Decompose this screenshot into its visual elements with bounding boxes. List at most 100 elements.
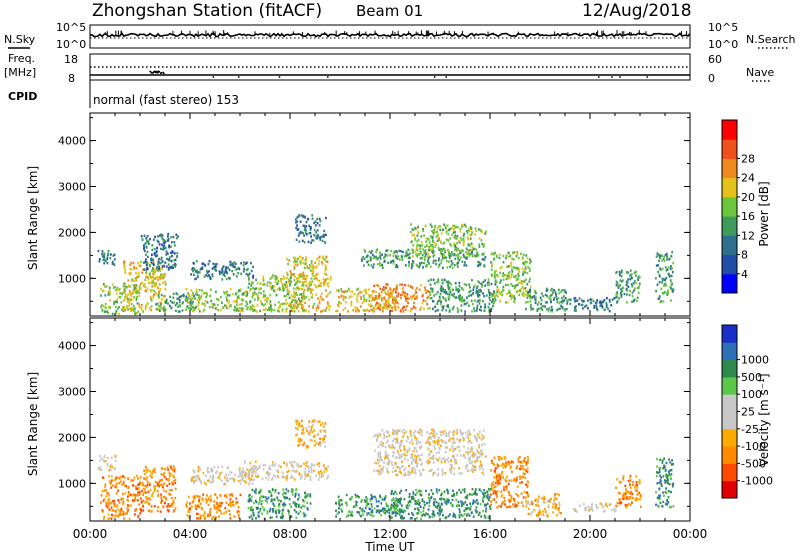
data-cell <box>316 217 318 221</box>
data-cell <box>406 301 409 304</box>
data-cell <box>427 437 430 441</box>
data-cell <box>142 493 144 496</box>
data-cell <box>550 305 553 309</box>
data-cell <box>173 241 176 244</box>
data-cell <box>483 443 486 446</box>
data-cell <box>437 246 440 250</box>
data-cell <box>240 303 243 306</box>
data-cell <box>375 283 378 287</box>
data-cell <box>412 251 414 254</box>
data-cell <box>375 303 377 306</box>
data-cell <box>302 309 304 312</box>
data-cell <box>221 471 223 474</box>
data-cell <box>237 294 240 298</box>
data-cell <box>482 437 485 440</box>
data-cell <box>147 481 149 484</box>
data-cell <box>253 501 255 505</box>
data-cell <box>419 472 422 475</box>
data-cell <box>308 264 311 267</box>
data-cell <box>493 300 496 303</box>
data-cell <box>216 470 219 473</box>
data-cell <box>217 298 220 301</box>
data-cell <box>277 474 279 478</box>
data-cell <box>638 285 640 288</box>
data-cell <box>506 292 508 295</box>
data-cell <box>481 452 484 455</box>
data-cell <box>450 466 453 469</box>
data-cell <box>161 265 164 268</box>
data-cell <box>411 470 414 473</box>
data-cell <box>410 297 413 301</box>
data-cell <box>529 285 532 288</box>
data-cell <box>154 277 156 281</box>
data-cell <box>565 291 567 294</box>
data-cell <box>160 293 163 297</box>
data-cell <box>314 274 317 278</box>
data-cell <box>318 260 321 263</box>
data-cell <box>254 467 256 470</box>
y-tick-label: 4000 <box>58 135 86 148</box>
data-cell <box>365 288 367 291</box>
data-cell <box>194 293 197 296</box>
data-cell <box>468 286 471 289</box>
data-cell <box>125 286 128 289</box>
data-cell <box>522 271 525 274</box>
data-cell <box>118 306 120 309</box>
data-cell <box>102 289 105 293</box>
data-cell <box>274 303 276 306</box>
data-cell <box>294 492 297 495</box>
data-cell <box>377 302 380 305</box>
data-cell <box>434 245 436 248</box>
data-cell <box>109 291 112 294</box>
data-cell <box>302 294 305 297</box>
data-cell <box>239 288 242 291</box>
data-cell <box>414 454 416 458</box>
data-cell <box>317 470 320 474</box>
data-cell <box>670 281 673 284</box>
data-cell <box>315 231 318 234</box>
data-cell <box>474 460 476 463</box>
data-cell <box>462 240 465 243</box>
data-cell <box>302 224 305 227</box>
data-cell <box>418 266 420 269</box>
data-cell <box>408 470 410 473</box>
data-cell <box>309 269 312 272</box>
data-cell <box>448 281 451 284</box>
data-cell <box>476 449 478 452</box>
data-cell <box>416 507 419 510</box>
data-cell <box>264 294 267 297</box>
data-cell <box>452 235 455 239</box>
data-cell <box>432 261 435 264</box>
data-cell <box>454 226 457 229</box>
data-cell <box>286 288 289 292</box>
data-cell <box>479 229 482 233</box>
data-cell <box>250 269 253 273</box>
data-cell <box>371 509 374 512</box>
data-cell <box>129 273 131 276</box>
data-cell <box>324 445 327 448</box>
data-cell <box>379 451 382 454</box>
data-cell <box>107 475 110 478</box>
data-cell <box>142 487 145 491</box>
data-cell <box>136 312 138 315</box>
data-cell <box>379 452 381 456</box>
data-cell <box>627 285 630 289</box>
data-cell <box>428 442 431 446</box>
data-cell <box>144 484 147 488</box>
data-cell <box>509 254 512 258</box>
data-cell <box>318 284 321 288</box>
data-cell <box>519 281 522 285</box>
data-cell <box>327 475 329 478</box>
data-cell <box>364 250 367 253</box>
data-cell <box>100 501 102 504</box>
data-cell <box>466 494 469 497</box>
data-cell <box>310 262 313 265</box>
data-cell <box>295 221 297 224</box>
data-cell <box>590 298 593 301</box>
data-cell <box>353 292 356 296</box>
data-cell <box>453 253 455 257</box>
data-cell <box>171 241 173 244</box>
data-cell <box>149 272 151 275</box>
data-cell <box>146 498 149 501</box>
data-cell <box>421 257 424 260</box>
